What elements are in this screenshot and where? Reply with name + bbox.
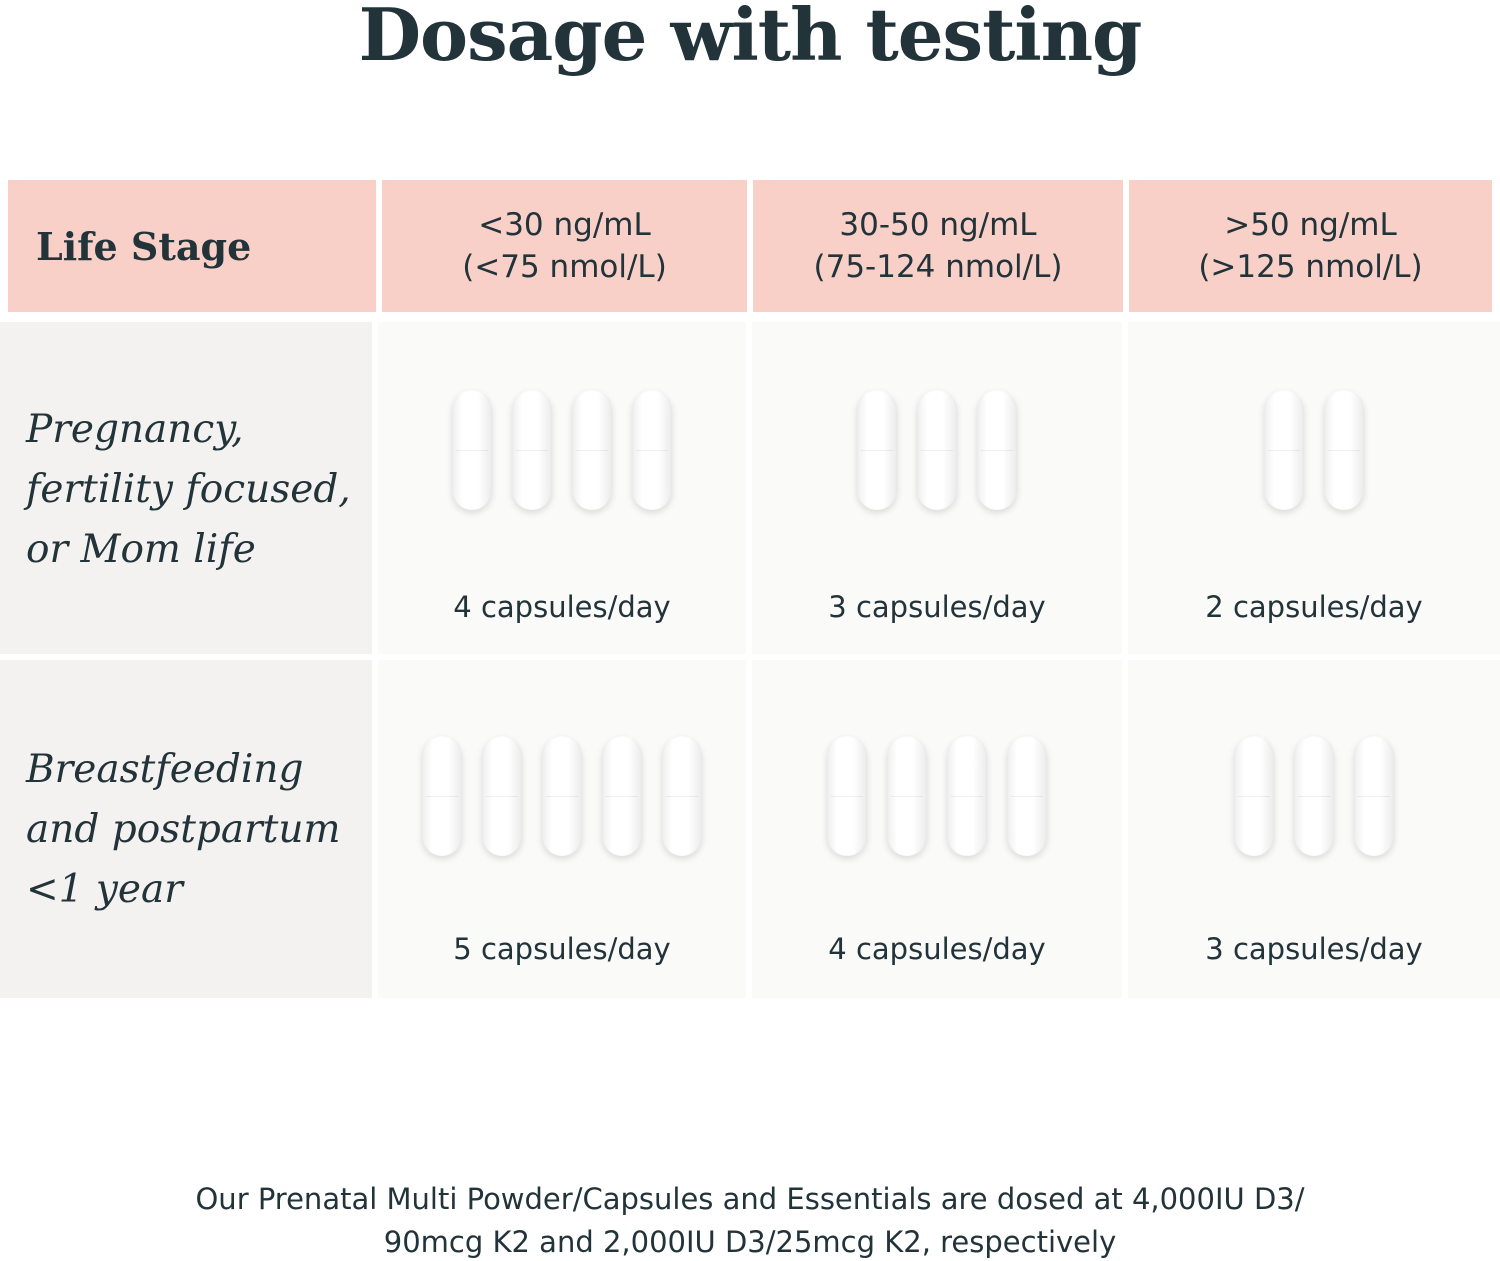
capsule-icon — [512, 390, 552, 510]
capsule-icon — [1234, 736, 1274, 856]
stage-line: Pregnancy, — [26, 407, 244, 452]
capsule-icon — [542, 736, 582, 856]
capsule-icon — [917, 390, 957, 510]
footnote: Our Prenatal Multi Powder/Capsules and E… — [0, 1178, 1500, 1261]
stage-line: or Mom life — [26, 527, 256, 572]
capsule-icon — [602, 736, 642, 856]
capsule-icon — [1324, 390, 1364, 510]
header-life-stage: Life Stage — [8, 180, 376, 312]
range-high-nmol: (>125 nmol/L) — [1198, 249, 1423, 285]
header-range-low: <30 ng/mL (<75 nmol/L) — [382, 180, 747, 312]
dose-cell: 3 capsules/day — [752, 322, 1122, 654]
header-range-high: >50 ng/mL (>125 nmol/L) — [1129, 180, 1492, 312]
capsule-icon — [1294, 736, 1334, 856]
capsule-group — [378, 390, 746, 510]
range-mid-ngml: 30-50 ng/mL — [839, 207, 1037, 243]
dose-label: 2 capsules/day — [1205, 590, 1423, 624]
capsule-icon — [887, 736, 927, 856]
range-low-ngml: <30 ng/mL — [478, 207, 651, 243]
capsule-group — [752, 390, 1122, 510]
stage-line: and postpartum — [26, 807, 341, 852]
capsule-icon — [977, 390, 1017, 510]
dose-cell: 4 capsules/day — [378, 322, 746, 654]
dose-label: 4 capsules/day — [828, 932, 1046, 966]
dose-cell: 5 capsules/day — [378, 660, 746, 998]
range-mid-nmol: (75-124 nmol/L) — [813, 249, 1063, 285]
capsule-icon — [947, 736, 987, 856]
capsule-icon — [422, 736, 462, 856]
stage-line: fertility focused, — [26, 467, 351, 512]
life-stage-label: Life Stage — [36, 223, 252, 269]
capsule-icon — [482, 736, 522, 856]
capsule-icon — [827, 736, 867, 856]
stage-line: Breastfeeding — [26, 747, 304, 792]
dose-cell: 4 capsules/day — [752, 660, 1122, 998]
capsule-icon — [1007, 736, 1047, 856]
capsule-icon — [572, 390, 612, 510]
dose-cell: 2 capsules/day — [1128, 322, 1500, 654]
capsule-group — [1128, 390, 1500, 510]
page-title: Dosage with testing — [358, 0, 1143, 77]
dose-label: 5 capsules/day — [453, 932, 671, 966]
footnote-line: 90mcg K2 and 2,000IU D3/25mcg K2, respec… — [383, 1225, 1117, 1259]
dose-label: 3 capsules/day — [828, 590, 1046, 624]
stage-cell-pregnancy: Pregnancy, fertility focused, or Mom lif… — [0, 322, 372, 654]
range-high-ngml: >50 ng/mL — [1224, 207, 1397, 243]
capsule-icon — [452, 390, 492, 510]
capsule-group — [1128, 736, 1500, 856]
footnote-line: Our Prenatal Multi Powder/Capsules and E… — [195, 1182, 1305, 1216]
header-range-mid: 30-50 ng/mL (75-124 nmol/L) — [753, 180, 1123, 312]
dose-label: 4 capsules/day — [453, 590, 671, 624]
capsule-group — [378, 736, 746, 856]
dose-cell: 3 capsules/day — [1128, 660, 1500, 998]
stage-cell-breastfeeding: Breastfeeding and postpartum <1 year — [0, 660, 372, 998]
capsule-icon — [857, 390, 897, 510]
capsule-icon — [632, 390, 672, 510]
capsule-icon — [1264, 390, 1304, 510]
dose-label: 3 capsules/day — [1205, 932, 1423, 966]
range-low-nmol: (<75 nmol/L) — [462, 249, 667, 285]
capsule-group — [752, 736, 1122, 856]
stage-line: <1 year — [26, 867, 183, 912]
capsule-icon — [662, 736, 702, 856]
capsule-icon — [1354, 736, 1394, 856]
